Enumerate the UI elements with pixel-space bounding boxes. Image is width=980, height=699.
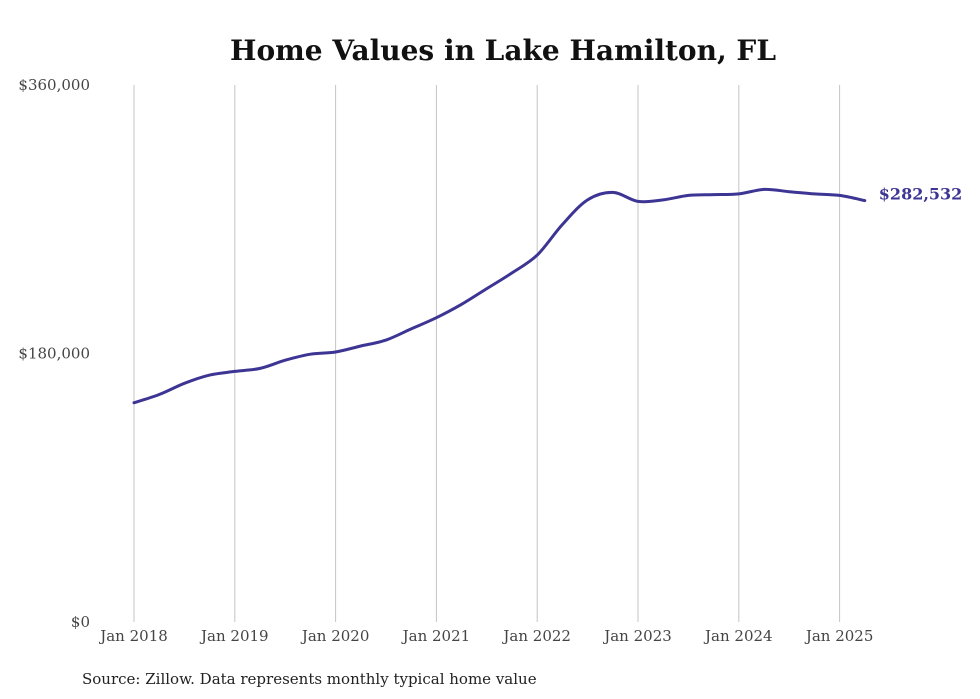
y-tick-label: $360,000	[18, 76, 90, 94]
x-tick-label: Jan 2018	[98, 627, 168, 645]
data-point	[208, 373, 212, 377]
x-tick-label: Jan 2021	[401, 627, 471, 645]
data-point	[560, 223, 564, 227]
data-point	[409, 327, 413, 331]
gridlines	[133, 85, 841, 622]
data-point	[334, 350, 338, 354]
x-tick-label: Jan 2024	[703, 627, 773, 645]
data-point	[611, 190, 615, 194]
series-group: $282,532	[132, 185, 962, 405]
end-value-label: $282,532	[879, 185, 963, 204]
data-point	[586, 198, 590, 202]
chart-title: Home Values in Lake Hamilton, FL	[230, 34, 776, 67]
data-point	[182, 381, 186, 385]
data-point	[712, 193, 716, 197]
data-point	[359, 344, 363, 348]
data-point	[686, 193, 690, 197]
data-point	[384, 338, 388, 342]
data-point	[132, 401, 136, 405]
data-point	[460, 302, 464, 306]
x-axis-ticks: Jan 2018 Jan 2019 Jan 2020 Jan 2021 Jan 2022…	[98, 627, 873, 645]
data-point	[812, 192, 816, 196]
data-point	[485, 287, 489, 291]
data-point	[661, 198, 665, 202]
x-tick-label: Jan 2023	[602, 627, 672, 645]
data-point	[283, 358, 287, 362]
data-point	[863, 199, 867, 203]
data-point	[157, 393, 161, 397]
data-point	[258, 366, 262, 370]
data-point	[510, 271, 514, 275]
x-tick-label: Jan 2022	[501, 627, 571, 645]
data-point	[737, 192, 741, 196]
source-note: Source: Zillow. Data represents monthly …	[82, 670, 537, 688]
data-point	[787, 190, 791, 194]
x-tick-label: Jan 2020	[300, 627, 370, 645]
y-axis-ticks: $0 $180,000 $360,000	[18, 76, 90, 631]
x-tick-label: Jan 2019	[199, 627, 269, 645]
data-point	[838, 193, 842, 197]
data-point	[233, 369, 237, 373]
x-tick-label: Jan 2025	[804, 627, 874, 645]
data-point	[308, 352, 312, 356]
y-tick-label: $0	[71, 613, 90, 631]
y-tick-label: $180,000	[18, 345, 90, 363]
data-point	[762, 187, 766, 191]
data-point	[636, 199, 640, 203]
data-point	[434, 316, 438, 320]
series-line	[132, 187, 867, 405]
data-point	[535, 253, 539, 257]
